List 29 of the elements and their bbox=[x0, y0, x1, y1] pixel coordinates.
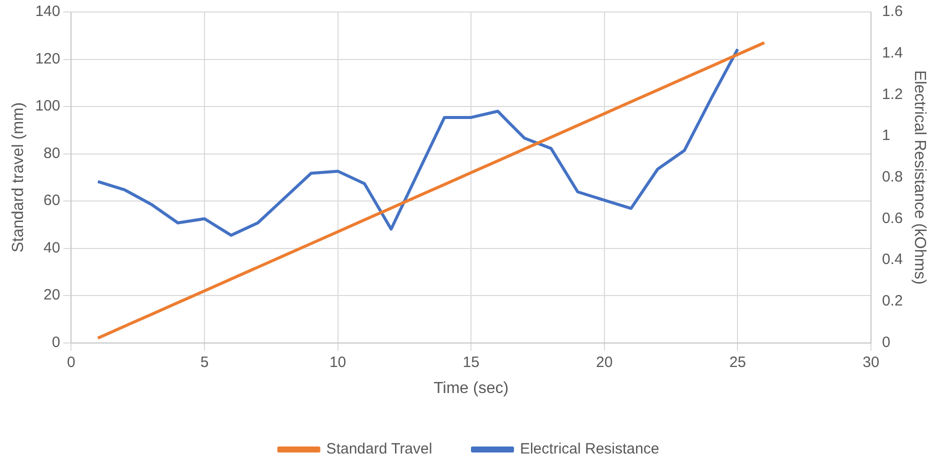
y2-tick-label: 0.6 bbox=[882, 210, 903, 227]
y-tick-label: 0 bbox=[52, 334, 60, 351]
y2-tick-label: 0.4 bbox=[882, 251, 903, 268]
y-tick-label: 60 bbox=[44, 192, 60, 210]
y-tick-label: 100 bbox=[35, 98, 60, 115]
y-tick-label: 80 bbox=[44, 144, 60, 162]
y-axis-title: Standard travel (mm) bbox=[10, 102, 28, 253]
y2-tick-label: 0.8 bbox=[882, 168, 903, 186]
y-tick-label: 40 bbox=[44, 239, 60, 256]
y2-axis-title: Electrical Resistance (kOhms) bbox=[910, 70, 928, 285]
y2-tick-label: 0 bbox=[882, 334, 890, 351]
x-tick-label: 5 bbox=[200, 354, 209, 371]
legend-label: Standard Travel bbox=[326, 440, 432, 458]
x-tick-label: 25 bbox=[729, 354, 746, 371]
y2-tick-label: 1.4 bbox=[882, 44, 903, 62]
y2-tick-label: 1 bbox=[882, 127, 890, 144]
x-tick-label: 15 bbox=[462, 354, 480, 371]
x-axis-title: Time (sec) bbox=[434, 380, 509, 397]
y2-tick-label: 1.2 bbox=[882, 86, 903, 103]
x-tick-label: 20 bbox=[596, 354, 613, 371]
x-tick-label: 0 bbox=[67, 354, 76, 371]
y-tick-label: 120 bbox=[35, 50, 60, 68]
y2-tick-label: 0.2 bbox=[882, 292, 903, 310]
x-tick-label: 10 bbox=[329, 354, 346, 371]
legend-label: Electrical Resistance bbox=[520, 440, 660, 458]
y2-tick-label: 1.6 bbox=[882, 3, 903, 20]
y-tick-label: 140 bbox=[35, 3, 60, 20]
x-tick-label: 30 bbox=[862, 354, 880, 371]
y-tick-label: 20 bbox=[44, 286, 60, 304]
